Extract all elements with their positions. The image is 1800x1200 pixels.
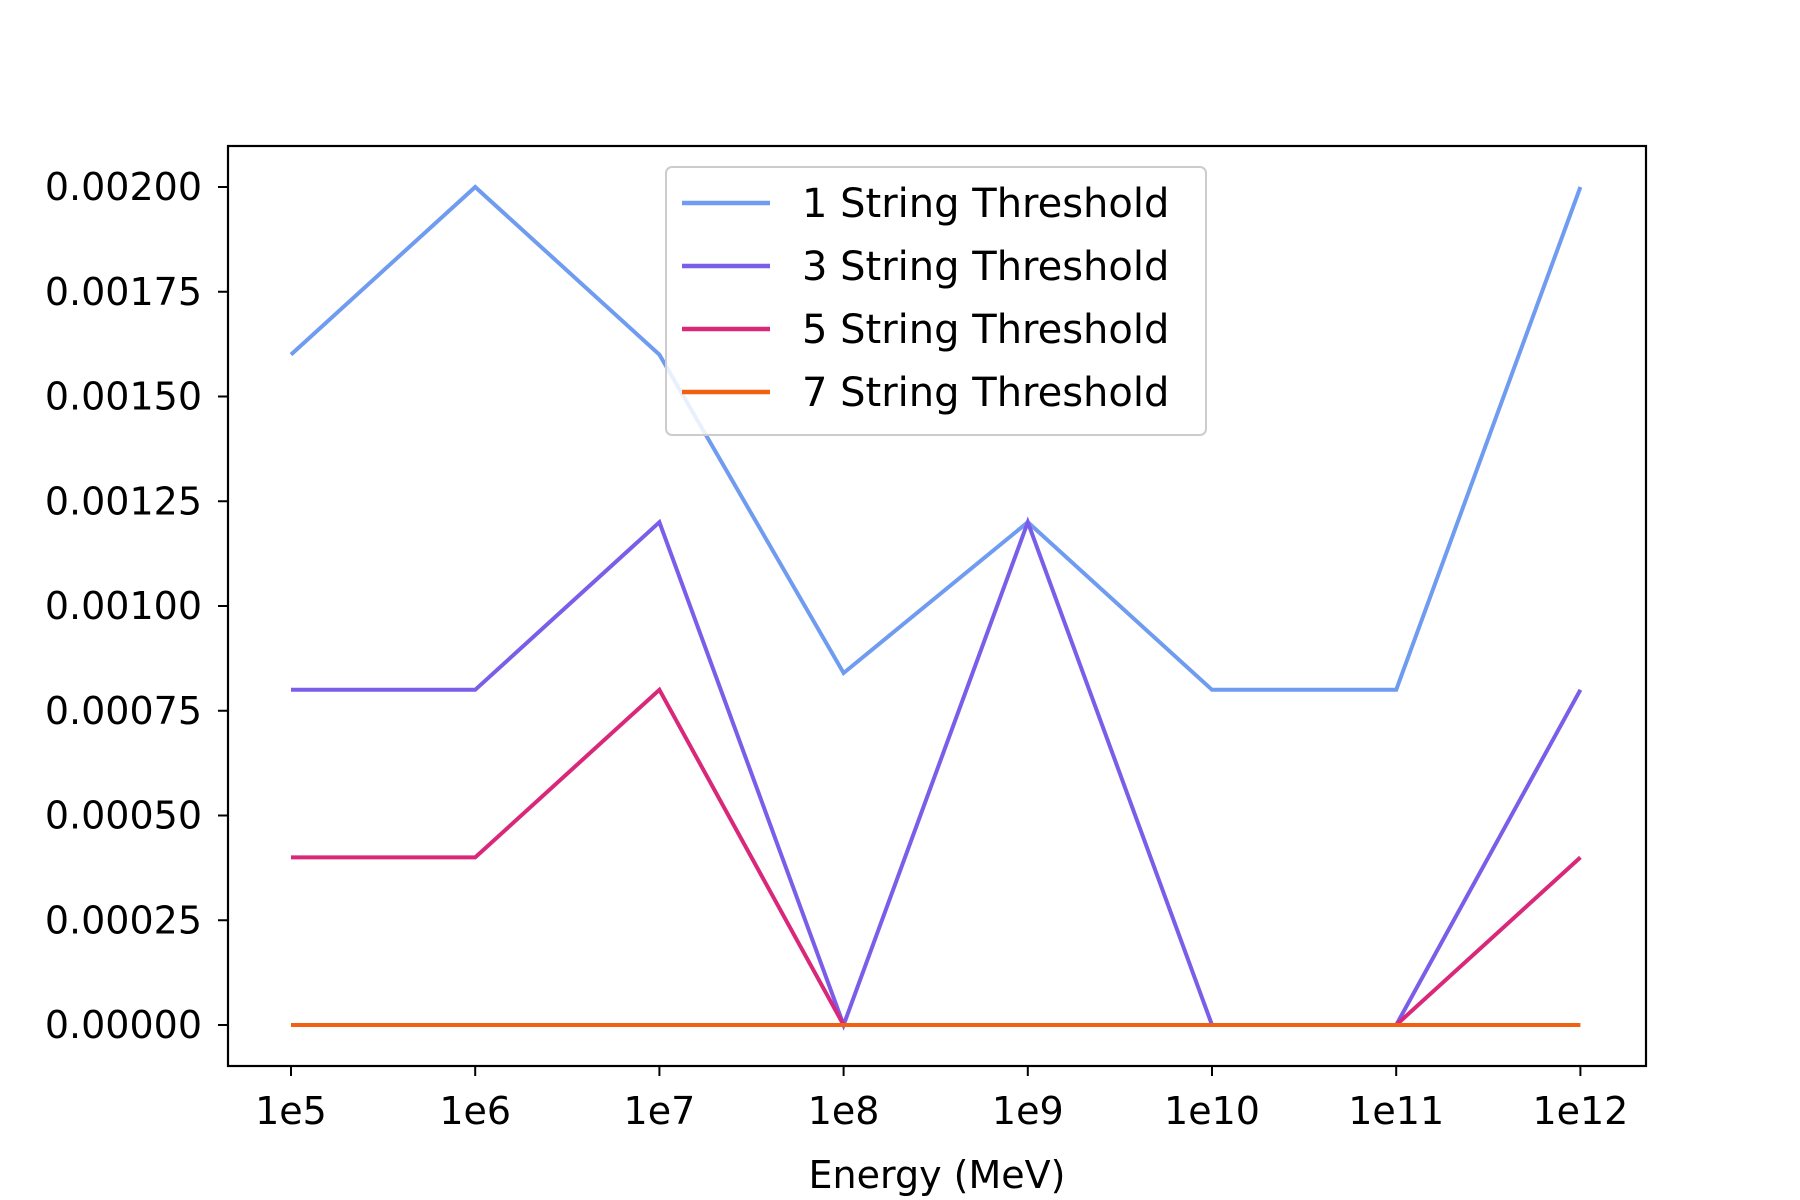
- x-tick-label: 1e8: [808, 1089, 880, 1133]
- x-tick-label: 1e10: [1164, 1089, 1260, 1133]
- y-tick-label: 0.00150: [45, 375, 202, 419]
- x-tick-label: 1e6: [439, 1089, 511, 1133]
- y-tick-label: 0.00125: [45, 479, 202, 523]
- y-tick-label: 0.00175: [45, 270, 202, 314]
- x-tick-label: 1e9: [992, 1089, 1064, 1133]
- y-tick-label: 0.00100: [45, 584, 202, 628]
- x-tick-label: 1e11: [1348, 1089, 1444, 1133]
- legend-label-2: 3 String Threshold: [802, 244, 1169, 290]
- x-tick-label: 1e12: [1532, 1089, 1628, 1133]
- x-tick-label: 1e5: [255, 1089, 327, 1133]
- x-axis-label: Energy (MeV): [809, 1153, 1066, 1197]
- series-line-1: [289, 184, 1583, 692]
- y-tick-label: 0.00025: [45, 898, 202, 942]
- axes-layer: 0.00000 0.00025 0.00050 0.00075 0.00100 0.001…: [45, 144, 1648, 1133]
- y-tick-label: 0.00075: [45, 689, 202, 733]
- legend-box: [665, 166, 1207, 436]
- legend-label-3: 5 String Threshold: [802, 307, 1169, 353]
- y-tick-label: 0.00200: [45, 165, 202, 209]
- y-tick-label: 0.00000: [45, 1003, 202, 1047]
- legend-label-4: 7 String Threshold: [802, 370, 1169, 416]
- x-tick-label: 1e7: [624, 1089, 696, 1133]
- legend: 1 String Threshold 3 String Threshold 5 St…: [665, 166, 1207, 436]
- y-tick-label: 0.00050: [45, 794, 202, 838]
- legend-label-1: 1 String Threshold: [802, 181, 1169, 227]
- series-layer: [289, 184, 1583, 1031]
